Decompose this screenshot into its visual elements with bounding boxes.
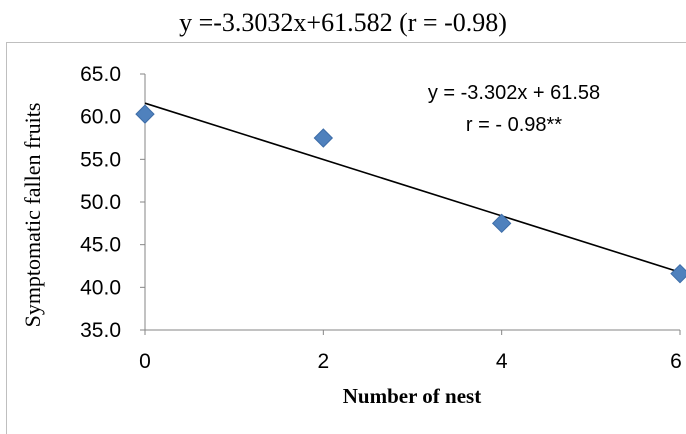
y-tick-label: 50.0 [80, 191, 121, 214]
x-axis-title: Number of nest [343, 384, 481, 408]
data-point [491, 213, 512, 234]
data-point [670, 263, 686, 284]
y-tick-label: 35.0 [80, 319, 121, 342]
y-axis-title: Symptomatic fallen fruits [20, 103, 45, 328]
x-tick-label: 0 [139, 350, 151, 373]
y-tick-label: 45.0 [80, 234, 121, 257]
y-tick-label: 40.0 [80, 276, 121, 299]
y-tick-label: 55.0 [80, 148, 121, 171]
x-tick-label: 4 [496, 350, 508, 373]
trendline [144, 102, 681, 274]
chart-title: y =-3.3032x+61.582 (r = -0.98) [179, 8, 507, 37]
y-tick-label: 65.0 [80, 63, 121, 86]
correlation-label: r = - 0.98** [466, 114, 562, 136]
x-tick-label: 2 [317, 350, 329, 373]
chart-area-frame [6, 42, 686, 434]
trendline-equation: y = -3.302x + 61.58 [428, 82, 600, 104]
x-tick-label: 6 [670, 350, 682, 373]
y-tick-label: 60.0 [80, 106, 121, 129]
data-point [135, 104, 155, 124]
data-point [313, 128, 334, 148]
